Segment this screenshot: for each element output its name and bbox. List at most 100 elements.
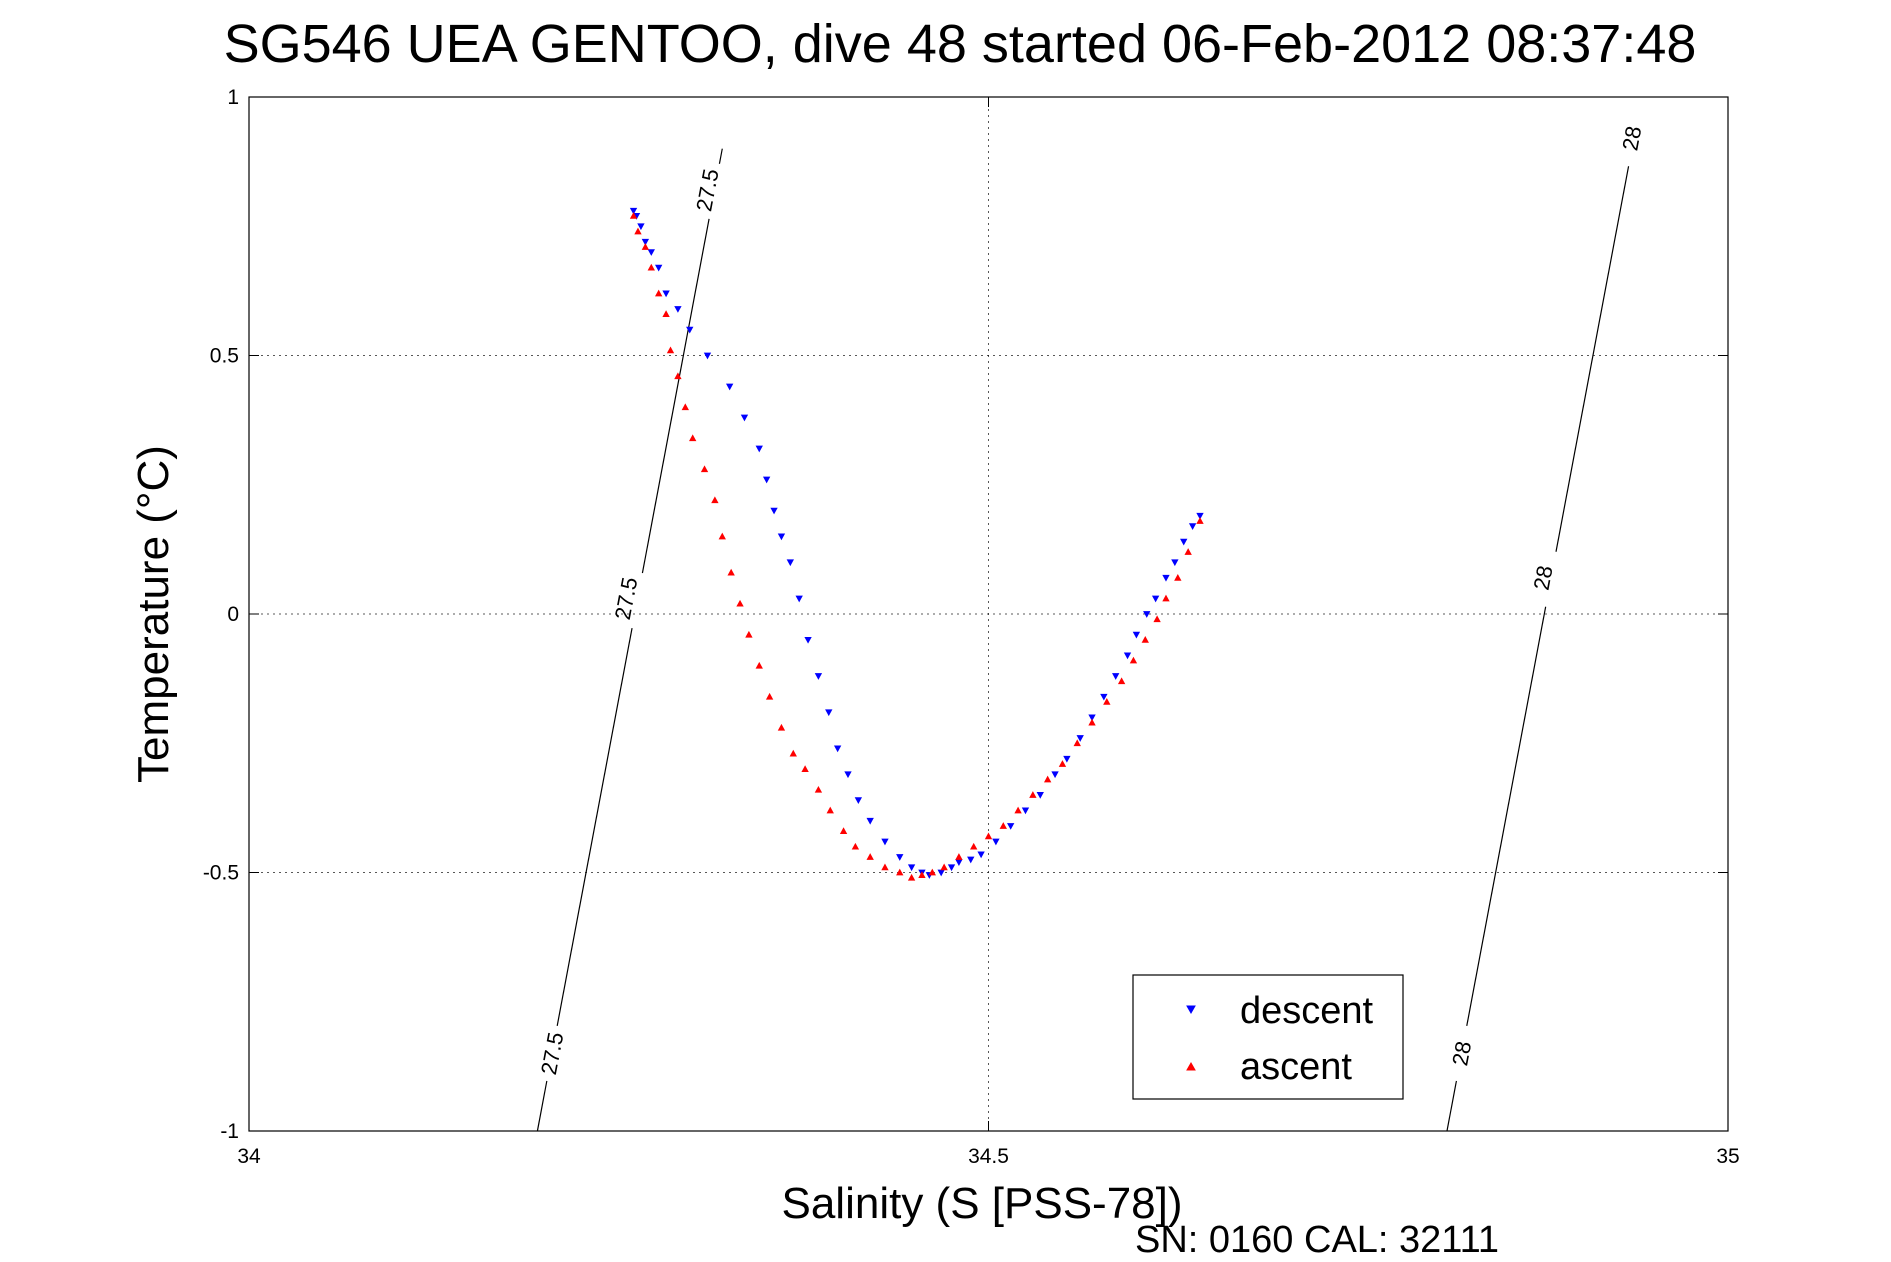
- data-point-ascent: [928, 868, 936, 876]
- legend-box: [1132, 974, 1404, 1100]
- data-point-descent: [1162, 574, 1170, 582]
- isopycnal-label: 28: [1617, 124, 1646, 153]
- data-point-descent: [866, 817, 874, 825]
- data-point-descent: [1088, 714, 1096, 722]
- data-point-descent: [1171, 559, 1179, 567]
- data-point-ascent: [666, 346, 675, 354]
- data-point-ascent: [736, 599, 744, 607]
- data-point-descent: [662, 290, 670, 298]
- data-point-ascent: [700, 465, 709, 473]
- data-point-descent: [1051, 771, 1059, 779]
- data-point-ascent: [727, 568, 735, 576]
- chart-title: SG546 UEA GENTOO, dive 48 started 06-Feb…: [224, 14, 1697, 74]
- data-point-ascent: [1058, 760, 1067, 767]
- data-point-descent: [955, 859, 963, 866]
- y-tick-label: -0.5: [203, 862, 239, 885]
- data-point-ascent: [1073, 739, 1081, 747]
- data-point-descent: [977, 851, 985, 859]
- data-point-ascent: [1029, 791, 1037, 798]
- data-point-descent: [1132, 631, 1141, 639]
- data-point-descent: [1188, 523, 1197, 530]
- data-point-descent: [740, 414, 749, 422]
- data-point-ascent: [634, 227, 642, 235]
- x-tick-label: 35: [1716, 1145, 1739, 1168]
- y-tick-label: 0: [227, 603, 239, 626]
- grid-lines: [249, 97, 1728, 1131]
- isopycnal-line-27.5: [556, 627, 633, 1027]
- data-point-descent: [1112, 673, 1120, 680]
- data-point-descent: [755, 445, 763, 453]
- legend-label-descent: descent: [1240, 990, 1374, 1032]
- data-point-ascent: [814, 785, 823, 793]
- data-point-descent: [1123, 652, 1132, 660]
- data-point-descent: [814, 673, 823, 680]
- data-point-descent: [1063, 755, 1071, 763]
- data-point-ascent: [718, 532, 726, 540]
- isopycnal-line-27.5: [641, 218, 710, 574]
- data-point-ascent: [970, 842, 978, 850]
- data-point-ascent: [826, 806, 834, 814]
- data-point-ascent: [1153, 615, 1161, 623]
- data-point-ascent: [1014, 806, 1022, 814]
- data-point-descent: [703, 352, 712, 360]
- data-point-descent: [992, 838, 1000, 846]
- isopycnal-line-27.5: [536, 1080, 548, 1132]
- data-point-ascent: [765, 692, 774, 700]
- data-point-descent: [786, 559, 794, 567]
- data-point-ascent: [851, 842, 860, 850]
- data-point-ascent: [689, 434, 697, 442]
- data-point-ascent: [1174, 573, 1182, 581]
- y-axis-label: Temperature (°C): [129, 445, 178, 783]
- data-point-descent: [655, 264, 663, 272]
- data-point-ascent: [984, 832, 993, 840]
- legend-marker-ascent: [1186, 1061, 1196, 1071]
- data-point-ascent: [641, 243, 650, 250]
- data-point-descent: [1021, 807, 1030, 815]
- isopycnal-label: 27.5: [691, 167, 723, 214]
- isopycnal-line-27.5: [718, 148, 723, 164]
- data-point-descent: [1196, 512, 1204, 520]
- data-point-descent: [1151, 595, 1160, 603]
- data-point-descent: [762, 476, 771, 484]
- data-point-ascent: [801, 765, 809, 772]
- data-point-ascent: [1043, 775, 1052, 783]
- data-point-descent: [674, 306, 682, 313]
- data-point-ascent: [1103, 698, 1111, 705]
- isopycnal-label: 27.5: [536, 1030, 568, 1077]
- data-point-ascent: [896, 868, 904, 876]
- data-point-ascent: [1196, 517, 1204, 524]
- data-point-descent: [1100, 693, 1108, 701]
- data-point-ascent: [881, 863, 889, 871]
- data-point-descent: [686, 326, 694, 334]
- data-point-descent: [804, 636, 812, 644]
- data-point-descent: [726, 383, 734, 391]
- data-point-ascent: [999, 822, 1007, 829]
- data-point-descent: [770, 507, 778, 515]
- y-tick-label: 1: [227, 86, 239, 109]
- data-point-descent: [647, 249, 655, 256]
- x-tick-label: 34: [237, 1145, 261, 1168]
- data-point-descent: [641, 238, 650, 246]
- data-point-ascent: [662, 310, 670, 318]
- data-point-ascent: [918, 871, 926, 878]
- data-point-ascent: [907, 873, 916, 881]
- data-point-ascent: [629, 212, 638, 219]
- isopycnal-label: 27.5: [610, 575, 642, 622]
- data-point-ascent: [1117, 677, 1126, 685]
- data-point-descent: [844, 771, 852, 779]
- isopycnal-line-28: [1555, 166, 1630, 552]
- data-point-descent: [1007, 823, 1015, 830]
- data-point-ascent: [755, 661, 763, 669]
- data-point-ascent: [655, 289, 663, 297]
- data-point-ascent: [777, 723, 786, 731]
- data-point-descent: [795, 595, 803, 603]
- legend-label-ascent: ascent: [1240, 1046, 1352, 1088]
- isopycnal-label: 28: [1447, 1039, 1476, 1068]
- data-point-descent: [637, 223, 645, 231]
- data-point-ascent: [1141, 636, 1149, 643]
- data-point-descent: [947, 864, 956, 872]
- y-tick-label: 0.5: [210, 345, 239, 368]
- legend: descent ascent: [1132, 974, 1404, 1100]
- data-point-ascent: [647, 263, 655, 271]
- data-point-descent: [825, 709, 833, 717]
